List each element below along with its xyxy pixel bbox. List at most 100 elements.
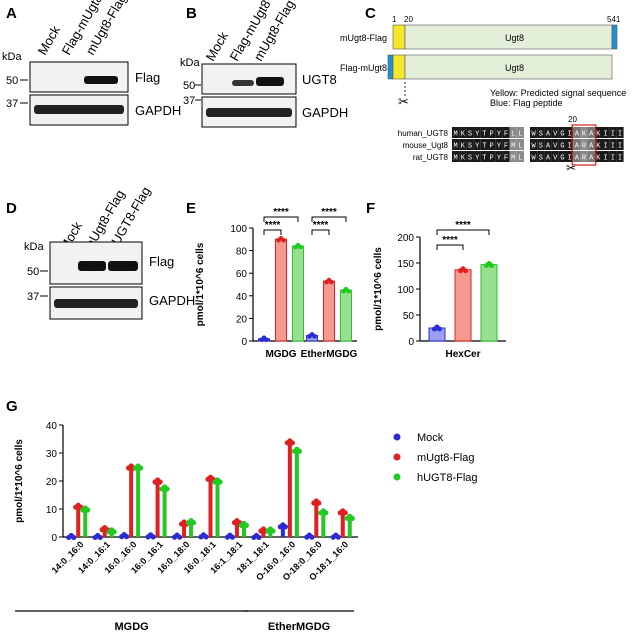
- residue-letter: K: [596, 155, 601, 163]
- panel-label-f: F: [366, 200, 375, 217]
- residue-letter: V: [553, 131, 558, 139]
- residue-cell: [544, 151, 552, 162]
- residue-cell: [594, 127, 602, 138]
- domain-label: Ugt8: [505, 63, 524, 73]
- residue-letter: W: [531, 143, 536, 151]
- residue-letter: L: [518, 131, 522, 139]
- data-point: [124, 534, 130, 540]
- species-label: rat_UGT8: [413, 153, 449, 162]
- residue-cell: [616, 127, 624, 138]
- bar: [287, 441, 292, 537]
- alignment-position-label: 20: [568, 115, 577, 124]
- residue-letter: L: [518, 155, 522, 163]
- data-point: [157, 479, 163, 485]
- group-label: MGDG: [114, 621, 148, 633]
- residue-cell: [530, 151, 538, 162]
- data-point: [203, 534, 209, 540]
- y-tick-label: 0: [408, 337, 414, 348]
- sequence-alignment: human_UGT8 M K S Y T P Y F L L W S A V G I A K A K I I Imouse_U…: [398, 124, 624, 166]
- residue-letter: A: [589, 131, 594, 139]
- blot-band: [206, 108, 292, 117]
- residue-letter: F: [504, 155, 508, 163]
- data-point: [463, 268, 468, 274]
- residue-cell: [509, 139, 517, 150]
- residue-letter: Y: [497, 131, 502, 139]
- panel-label-g: G: [6, 398, 18, 415]
- bar: [182, 523, 187, 537]
- panel-label-c: C: [365, 5, 376, 22]
- domain-label: Ugt8: [505, 33, 524, 43]
- data-point: [335, 534, 341, 540]
- blot-band: [78, 261, 106, 271]
- blot-a: Mock Flag-mUgt8 mUgt8-Flag kDa 50 37 Fla…: [2, 0, 181, 126]
- blot-row-label: Flag: [149, 254, 174, 269]
- marker-label: 37: [27, 291, 39, 303]
- residue-letter: I: [611, 131, 615, 139]
- data-point: [190, 520, 197, 526]
- bar: [480, 264, 498, 342]
- residue-letter: R: [582, 143, 587, 151]
- residue-letter: K: [461, 155, 466, 163]
- flag-tag-box: [611, 24, 618, 50]
- significance-label: ****: [313, 220, 329, 231]
- y-axis-label: pmol/1*10^6 cells: [373, 247, 384, 331]
- bar: [76, 506, 81, 537]
- residue-cell: [530, 127, 538, 138]
- bar: [155, 481, 160, 537]
- bar: [83, 509, 88, 537]
- panel-label-e: E: [186, 200, 196, 217]
- y-tick-label: 200: [397, 233, 414, 244]
- residue-letter: I: [603, 155, 607, 163]
- residue-cell: [502, 139, 510, 150]
- residue-cell: [609, 127, 617, 138]
- chart-e: 0 20 40 60 80 100 pmol/1*10^6 cells MGDG EtherMG…: [195, 207, 358, 360]
- data-point: [229, 534, 236, 540]
- bar: [275, 238, 287, 342]
- y-tick-label: 100: [397, 285, 414, 296]
- blot-band: [256, 77, 284, 86]
- residue-cell: [587, 151, 595, 162]
- residue-cell: [544, 139, 552, 150]
- data-point: [316, 500, 322, 506]
- residue-cell: [558, 151, 566, 162]
- residue-cell: [594, 139, 602, 150]
- panel-label-b: B: [186, 5, 197, 22]
- marker-label: 50: [183, 80, 195, 92]
- y-tick-label: 10: [46, 505, 58, 516]
- highlight-box: [571, 124, 597, 166]
- residue-letter: V: [553, 155, 558, 163]
- residue-letter: Y: [497, 155, 502, 163]
- legend-text: Blue: Flag peptide: [490, 98, 563, 108]
- kda-label: kDa: [24, 241, 44, 253]
- marker-label: 37: [183, 95, 195, 107]
- bar: [234, 521, 239, 537]
- position-label: 1: [392, 15, 397, 24]
- residue-cell: [473, 139, 481, 150]
- data-point: [85, 507, 91, 513]
- residue-cell: [452, 139, 460, 150]
- panel-label-d: D: [6, 200, 17, 217]
- bar: [347, 517, 352, 537]
- blot-row-label: Flag: [135, 70, 160, 85]
- legend-marker: [393, 453, 401, 461]
- blot-d: Mock mUgt8-Flag hUGT8-Flag kDa 50 37 Fla…: [24, 184, 195, 320]
- significance-label: ****: [455, 220, 471, 231]
- marker-label: 50: [6, 75, 18, 87]
- residue-letter: S: [468, 155, 472, 163]
- residue-letter: Y: [497, 143, 502, 151]
- data-point: [164, 486, 170, 492]
- data-point: [312, 334, 317, 339]
- bar: [109, 530, 114, 537]
- residue-letter: W: [531, 131, 536, 139]
- y-tick-label: 20: [46, 477, 58, 488]
- residue-letter: S: [539, 143, 543, 151]
- data-point: [270, 528, 276, 534]
- chart-legend: Mock mUgt8-Flag hUGT8-Flag: [393, 432, 478, 484]
- residue-cell: [480, 127, 488, 138]
- y-tick-label: 30: [46, 449, 58, 460]
- residue-letter: K: [461, 131, 466, 139]
- residue-cell: [602, 151, 610, 162]
- data-point: [111, 529, 117, 535]
- residue-letter: I: [618, 143, 622, 151]
- construct-label: mUgt8-Flag: [340, 33, 387, 43]
